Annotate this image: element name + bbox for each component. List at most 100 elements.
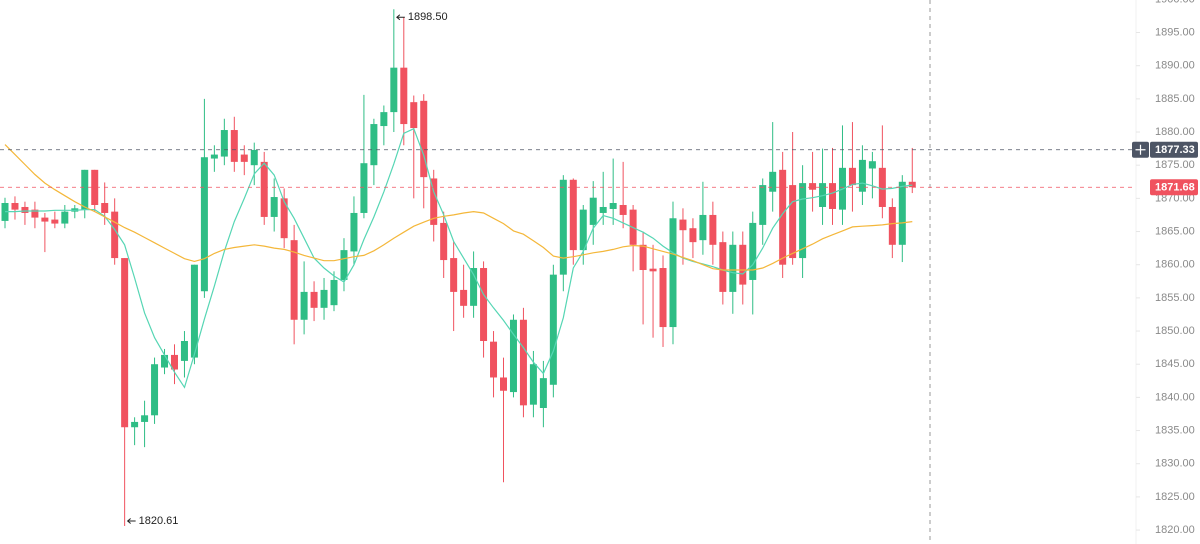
candle-body xyxy=(589,197,597,225)
y-tick-label: 1860.00 xyxy=(1155,259,1195,271)
y-tick-label: 1850.00 xyxy=(1155,325,1195,337)
candle-body xyxy=(41,217,49,222)
y-tick-label: 1900.00 xyxy=(1155,0,1195,5)
y-tick-label: 1840.00 xyxy=(1155,391,1195,403)
candle-body xyxy=(809,183,817,190)
candle-body xyxy=(440,222,448,261)
candle-body xyxy=(300,291,308,320)
candle-body xyxy=(101,203,109,213)
y-tick-label: 1835.00 xyxy=(1155,424,1195,436)
candle-body xyxy=(898,181,906,245)
candle-body xyxy=(888,206,896,245)
candle-body xyxy=(51,219,59,224)
y-tick-label: 1875.00 xyxy=(1155,159,1195,171)
candle-body xyxy=(699,214,707,241)
annotation-label: 1820.61 xyxy=(139,515,179,527)
candle-body xyxy=(848,167,856,186)
candle-body xyxy=(659,268,667,328)
candle-body xyxy=(220,130,228,157)
price-tag-box xyxy=(1150,141,1198,158)
candle-body xyxy=(689,228,697,243)
candle-body xyxy=(549,274,557,385)
candle-body xyxy=(669,218,677,328)
y-tick-label: 1895.00 xyxy=(1155,26,1195,38)
candle-body xyxy=(490,341,498,378)
candle-body xyxy=(769,171,777,192)
candle-body xyxy=(91,169,99,205)
candle-body xyxy=(21,206,29,213)
candle-body xyxy=(599,206,607,213)
candle-body xyxy=(121,258,129,428)
candle-body xyxy=(539,378,547,408)
annotation-arrow xyxy=(396,14,405,21)
y-tick-label: 1845.00 xyxy=(1155,358,1195,370)
candle-body xyxy=(450,258,458,292)
candle-body xyxy=(799,183,807,259)
candle-body xyxy=(180,340,188,361)
candle-body xyxy=(779,169,787,265)
candle-body xyxy=(868,161,876,169)
moving-average-line xyxy=(4,144,913,271)
moving-average-line xyxy=(5,127,913,389)
candle-body xyxy=(390,67,398,113)
candle-body xyxy=(350,212,358,252)
candle-body xyxy=(141,415,149,422)
candle-body xyxy=(759,185,767,225)
y-tick-label: 1825.00 xyxy=(1155,491,1195,503)
candle-body xyxy=(360,163,368,213)
candle-body xyxy=(410,102,418,129)
candle-body xyxy=(240,154,248,162)
candle-body xyxy=(170,354,178,370)
candle-body xyxy=(430,178,438,225)
price-tag-box xyxy=(1150,179,1198,196)
candle-body xyxy=(609,203,617,209)
y-tick-label: 1885.00 xyxy=(1155,93,1195,105)
candle-body xyxy=(500,377,507,391)
candle-body xyxy=(789,185,797,259)
candle-body xyxy=(31,209,39,218)
price-tag-label: 1871.68 xyxy=(1155,182,1195,194)
candle-body xyxy=(210,154,218,159)
candle-body xyxy=(819,183,827,207)
y-tick-label: 1880.00 xyxy=(1155,126,1195,138)
candle-body xyxy=(619,204,627,215)
candle-body xyxy=(559,179,567,275)
candle-body xyxy=(679,219,687,231)
candle-body xyxy=(270,197,278,217)
plus-icon xyxy=(1135,144,1146,155)
candle-body xyxy=(280,198,288,239)
candle-body xyxy=(200,157,208,292)
y-tick-label: 1890.00 xyxy=(1155,60,1195,72)
candle-body xyxy=(460,289,468,306)
candle-body xyxy=(290,240,298,320)
candle-body xyxy=(729,244,737,292)
candle-body xyxy=(470,268,478,306)
candle-body xyxy=(639,244,647,271)
candle-body xyxy=(250,149,258,166)
candle-body xyxy=(111,211,119,259)
annotation-arrow xyxy=(126,518,136,524)
candle-body xyxy=(519,319,527,406)
y-tick-label: 1830.00 xyxy=(1155,458,1195,470)
candle-body xyxy=(81,169,89,210)
candle-body xyxy=(480,268,488,341)
candle-body xyxy=(579,209,587,251)
y-tick-label: 1855.00 xyxy=(1155,292,1195,304)
candle-body xyxy=(190,264,198,358)
candle-body xyxy=(509,319,517,393)
candle-body xyxy=(320,289,328,308)
candle-body xyxy=(330,279,338,306)
candle-body xyxy=(380,112,388,127)
candle-body xyxy=(749,222,757,280)
candle-body xyxy=(420,100,428,178)
candle-body xyxy=(61,211,69,224)
candle-body xyxy=(370,124,378,166)
candle-body xyxy=(151,364,159,416)
y-tick-label: 1820.00 xyxy=(1155,524,1195,536)
candle-body xyxy=(310,291,318,308)
candle-body xyxy=(569,179,577,251)
candle-body xyxy=(340,250,348,280)
candle-body xyxy=(529,364,537,405)
candle-body xyxy=(719,242,727,292)
candle-body xyxy=(649,268,657,272)
